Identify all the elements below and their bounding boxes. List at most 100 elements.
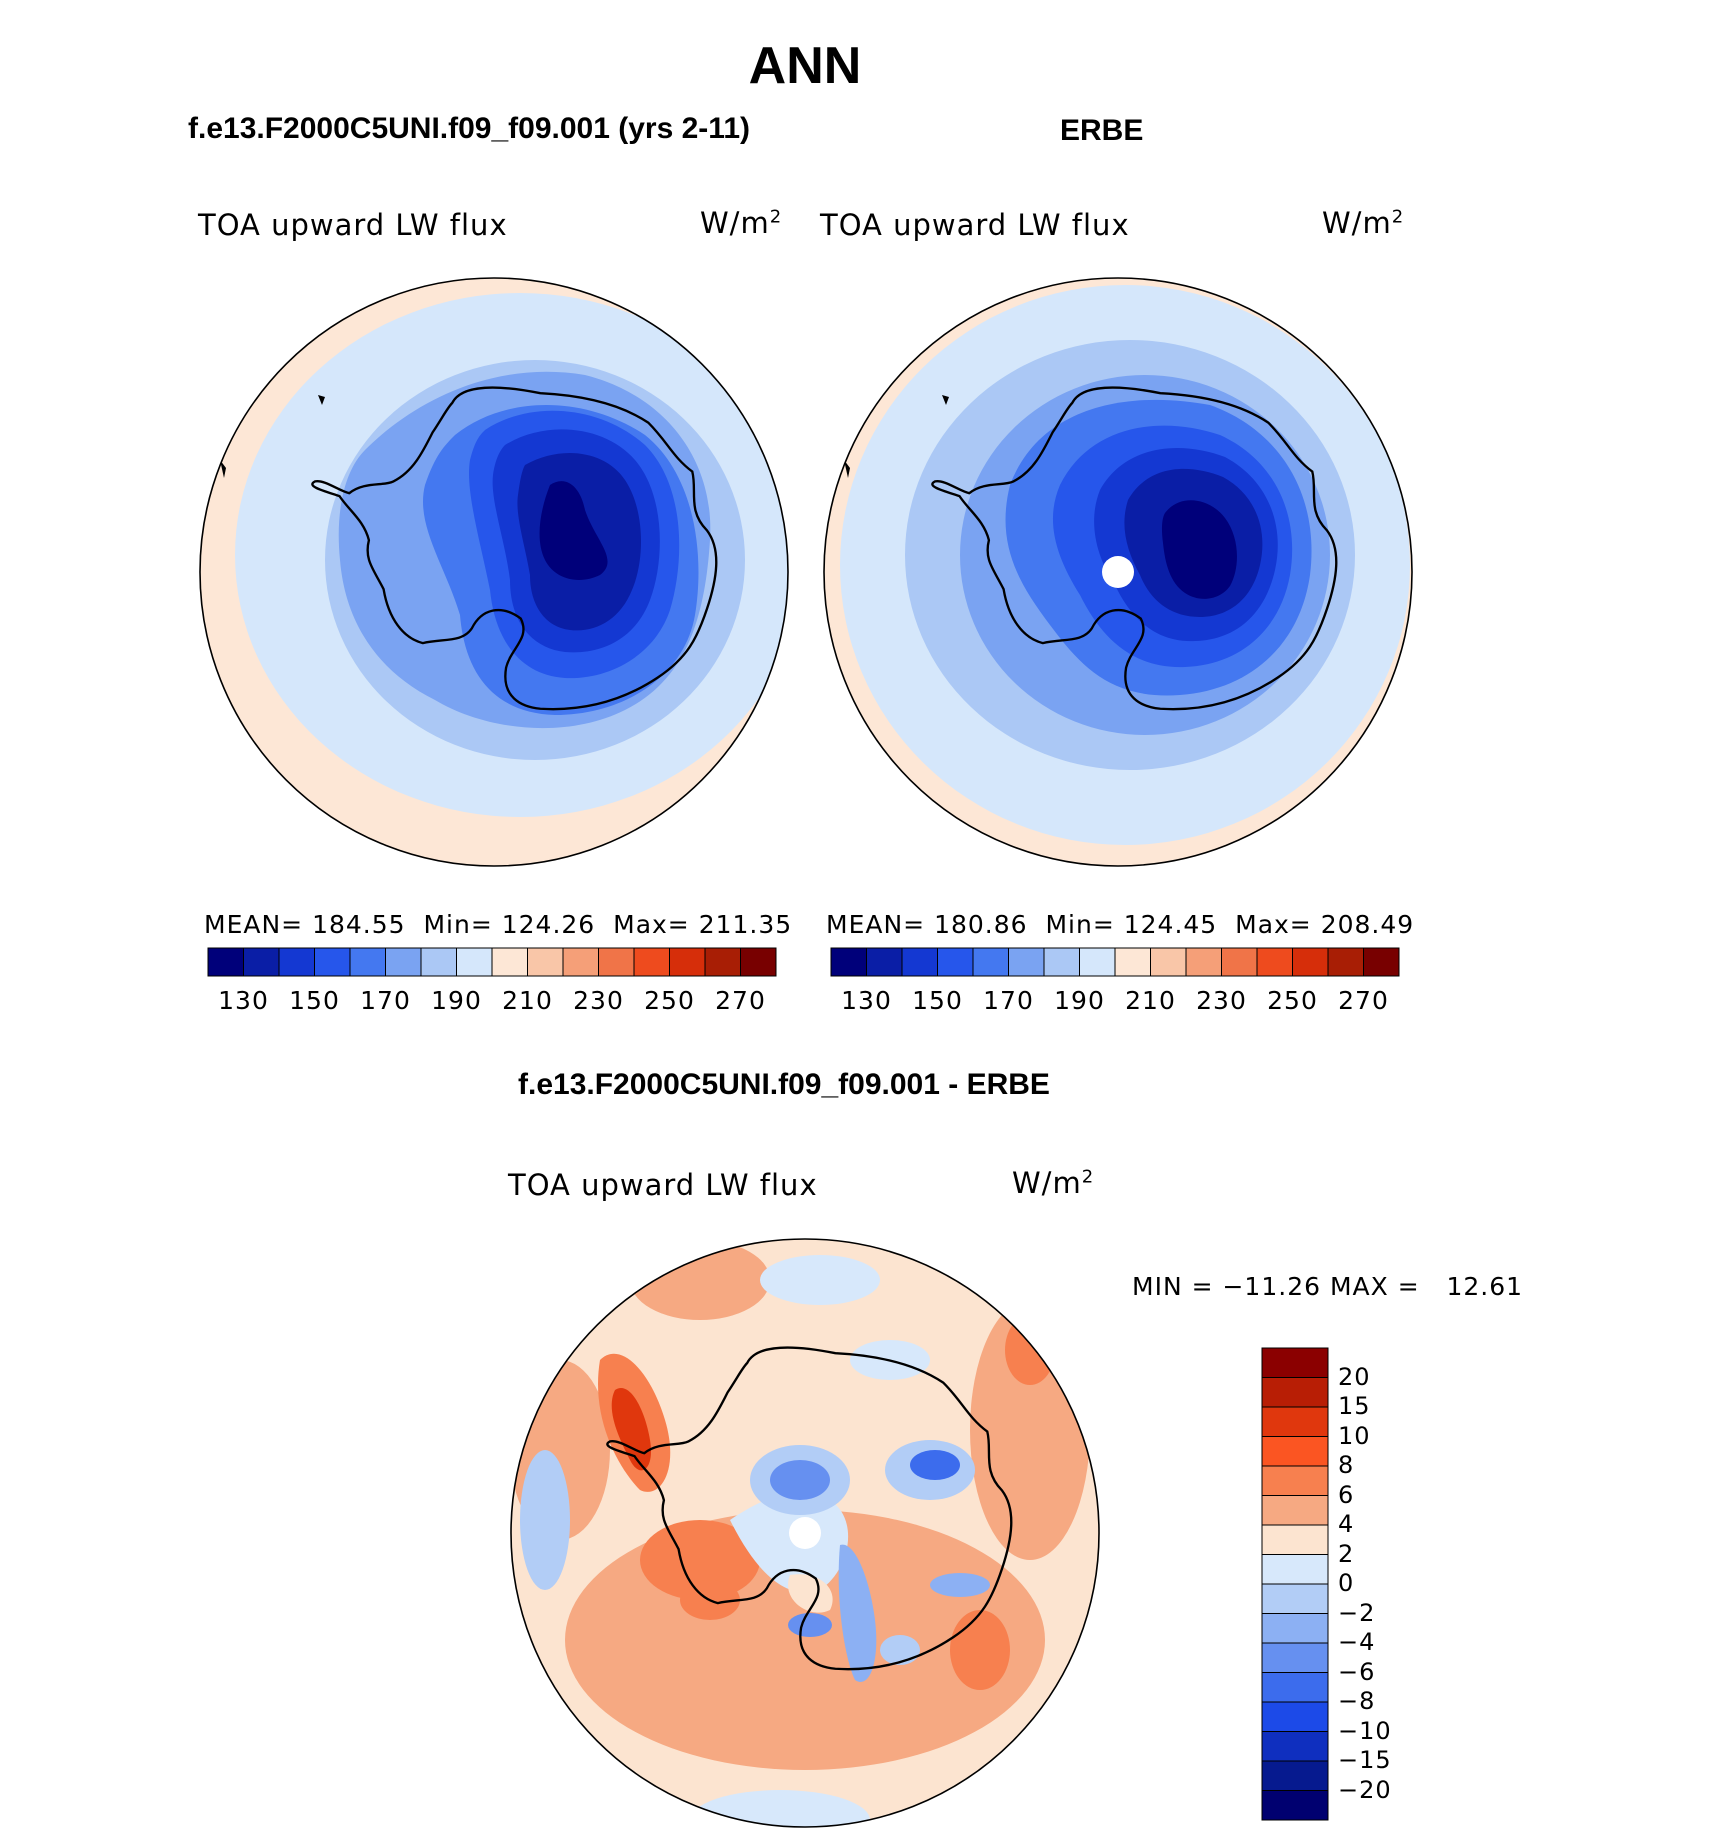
panel2-colorbar-tick-label: 170	[983, 986, 1034, 1015]
panel2-min-label: Min=	[1045, 910, 1115, 939]
diff-variable-label: TOA upward LW flux	[508, 1168, 818, 1202]
panel2-colorbar-box	[1079, 947, 1116, 977]
diff-colorbar-box	[1261, 1613, 1329, 1644]
panel2-title: ERBE	[1060, 114, 1144, 147]
diff-colorbar-box	[1261, 1672, 1329, 1703]
panel1-units: W/m2	[700, 206, 782, 240]
panel1-units-base: W/m	[700, 206, 770, 240]
panel2-colorbar-box	[1185, 947, 1222, 977]
diff-colorbar-box	[1261, 1701, 1329, 1732]
panel2-colorbar-box	[972, 947, 1009, 977]
panel2-map	[824, 278, 1412, 866]
panel1-colorbar-box	[243, 947, 280, 977]
panel2-max-value: 208.49	[1320, 910, 1415, 939]
diff-map	[511, 1239, 1099, 1827]
panel1-colorbar-box	[420, 947, 457, 977]
diff-map-border	[510, 1238, 1100, 1828]
diff-units: W/m2	[1012, 1166, 1094, 1200]
panel2-mean-label: MEAN=	[826, 910, 926, 939]
panel1-max-label: Max=	[613, 910, 690, 939]
panel1-colorbar-box	[385, 947, 422, 977]
panel2-mean-value: 180.86	[934, 910, 1028, 939]
panel1-colorbar	[207, 947, 777, 977]
diff-colorbar-tick-label: −2	[1338, 1598, 1376, 1627]
panel1-variable-label: TOA upward LW flux	[198, 208, 508, 242]
panel2-colorbar-box	[1363, 947, 1400, 977]
panel1-colorbar-tick-label: 170	[360, 986, 411, 1015]
panel2-colorbar-tick-label: 150	[912, 986, 963, 1015]
panel2-colorbar	[830, 947, 1400, 977]
panel2-colorbar-box	[1327, 947, 1364, 977]
panel1-colorbar-box	[456, 947, 493, 977]
diff-colorbar-tick-label: 2	[1338, 1539, 1355, 1568]
panel2-map-border	[823, 277, 1413, 867]
panel2-colorbar-box	[1114, 947, 1151, 977]
panel2-colorbar-tick-label: 130	[841, 986, 892, 1015]
diff-minmax: MIN = −11.26 MAX = 12.61	[1132, 1272, 1524, 1301]
panel2-colorbar-tick-label: 250	[1267, 986, 1318, 1015]
panel1-colorbar-tick-label: 210	[502, 986, 553, 1015]
panel2-max-label: Max=	[1235, 910, 1312, 939]
panel1-units-exp: 2	[769, 206, 783, 228]
panel1-colorbar-box	[527, 947, 564, 977]
panel1-mean-label: MEAN=	[204, 910, 304, 939]
panel2-colorbar-box	[1008, 947, 1045, 977]
panel1-colorbar-tick-label: 230	[573, 986, 624, 1015]
diff-colorbar-tick-label: 20	[1338, 1362, 1371, 1391]
diff-title: f.e13.F2000C5UNI.f09_f09.001 - ERBE	[518, 1068, 1050, 1101]
panel1-map	[200, 278, 788, 866]
diff-colorbar-box	[1261, 1495, 1329, 1526]
panel2-variable-label: TOA upward LW flux	[820, 208, 1130, 242]
diff-colorbar-box	[1261, 1406, 1329, 1437]
panel1-title: f.e13.F2000C5UNI.f09_f09.001 (yrs 2-11)	[188, 112, 751, 145]
panel2-units-base: W/m	[1322, 206, 1392, 240]
panel1-colorbar-tick-label: 270	[715, 986, 766, 1015]
panel2-colorbar-box	[1256, 947, 1293, 977]
panel1-colorbar-box	[598, 947, 635, 977]
panel1-colorbar-tick-label: 150	[289, 986, 340, 1015]
diff-colorbar-tick-label: −15	[1338, 1746, 1392, 1774]
diff-colorbar-box	[1261, 1524, 1329, 1555]
panel1-max-value: 211.35	[698, 910, 793, 939]
panel1-map-border	[199, 277, 789, 867]
panel1-colorbar-box	[633, 947, 670, 977]
diff-colorbar-tick-label: −6	[1338, 1657, 1376, 1686]
diff-colorbar-tick-label: −4	[1338, 1628, 1376, 1656]
diff-colorbar-tick-label: 10	[1338, 1421, 1371, 1450]
panel1-colorbar-tick-label: 190	[431, 986, 482, 1015]
panel2-colorbar-box	[901, 947, 938, 977]
panel1-mean-value: 184.55	[312, 910, 406, 939]
panel1-min-value: 124.26	[501, 910, 596, 939]
panel2-colorbar-box	[1043, 947, 1080, 977]
panel2-colorbar-tick-label: 230	[1196, 986, 1247, 1015]
diff-units-exp: 2	[1081, 1166, 1095, 1188]
diff-colorbar-tick-label: −10	[1338, 1716, 1392, 1745]
panel2-stats: MEAN= 180.86 Min= 124.45 Max= 208.49	[826, 910, 1414, 939]
panel1-colorbar-box	[207, 947, 244, 977]
panel2-colorbar-tick-label: 190	[1054, 986, 1105, 1015]
panel2-colorbar-box	[937, 947, 974, 977]
main-title: ANN	[748, 37, 862, 95]
diff-colorbar-box	[1261, 1642, 1329, 1673]
panel2-colorbar-tick-label: 210	[1125, 986, 1176, 1015]
panel2-colorbar-box	[1221, 947, 1258, 977]
diff-colorbar-box	[1261, 1760, 1329, 1791]
panel1-colorbar-box	[669, 947, 706, 977]
panel1-colorbar-box	[349, 947, 386, 977]
diff-colorbar-tick-label: 8	[1338, 1451, 1355, 1479]
diff-colorbar-box	[1261, 1554, 1329, 1585]
diff-colorbar	[1261, 1347, 1329, 1821]
panel1-colorbar-box	[278, 947, 315, 977]
diff-units-base: W/m	[1012, 1166, 1082, 1200]
diff-colorbar-tick-label: −20	[1338, 1775, 1392, 1804]
panel1-colorbar-tick-label: 130	[218, 986, 269, 1015]
diff-colorbar-tick-label: −8	[1338, 1687, 1376, 1715]
panel2-colorbar-box	[830, 947, 867, 977]
panel2-units-exp: 2	[1391, 206, 1405, 228]
panel2-units: W/m2	[1322, 206, 1404, 240]
diff-colorbar-box	[1261, 1583, 1329, 1614]
diff-colorbar-box	[1261, 1465, 1329, 1496]
panel1-colorbar-tick-label: 250	[644, 986, 695, 1015]
panel2-colorbar-tick-label: 270	[1338, 986, 1389, 1015]
